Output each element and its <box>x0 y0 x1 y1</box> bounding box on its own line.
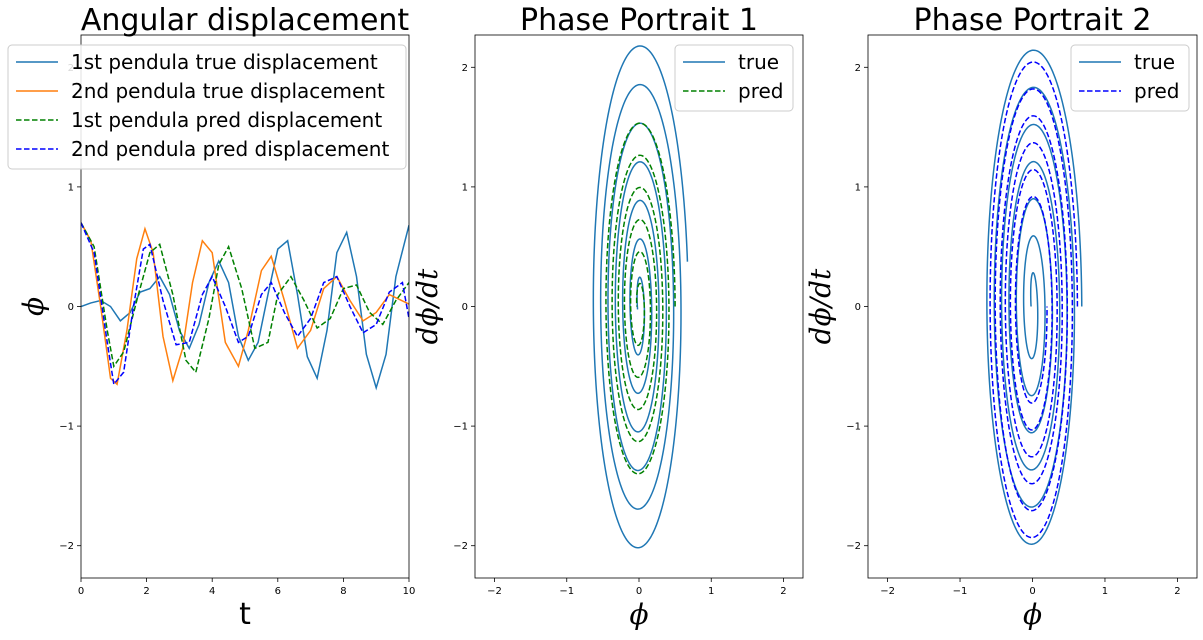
y-tick-label: 1 <box>68 182 74 193</box>
series-line-2 <box>989 61 1079 539</box>
y-tick-label: 2 <box>462 63 468 74</box>
x-tick-label: 2 <box>143 586 149 597</box>
x-tick-label: 6 <box>275 586 281 597</box>
legend-box <box>7 44 407 170</box>
y-tick-label: −2 <box>453 541 468 552</box>
series-line-4 <box>81 222 409 387</box>
x-tick-label: 8 <box>340 586 346 597</box>
series-line-2 <box>81 222 409 386</box>
y-tick-label: 0 <box>462 302 468 313</box>
x-tick-label: 2 <box>780 586 786 597</box>
legend-label: pred <box>1134 79 1179 103</box>
legend-label: 1st pendula pred displacement <box>71 108 382 132</box>
legend: true pred <box>1070 44 1190 112</box>
y-axis-label: dϕ/dt <box>804 268 837 344</box>
x-tick-label: 10 <box>403 586 416 597</box>
y-tick-label: 1 <box>462 182 468 193</box>
x-axis-label: ϕ <box>629 598 648 631</box>
legend-label: pred <box>738 79 783 103</box>
x-tick-label: 1 <box>708 586 714 597</box>
legend-label: 2nd pendula pred displacement <box>71 137 389 161</box>
x-axis-label: ϕ <box>1023 598 1042 631</box>
x-tick-label: 0 <box>636 586 642 597</box>
y-tick-label: −1 <box>453 422 468 433</box>
legend: true pred <box>674 44 794 112</box>
series-group <box>81 222 409 391</box>
series-line-1 <box>592 45 689 549</box>
legend: 1st pendula true displacement 2nd pendula… <box>7 44 407 170</box>
x-tick-label: 1 <box>1102 586 1108 597</box>
series-line-2 <box>605 122 676 475</box>
panel-3: −2 −1 0 1 2 −2 −1 0 1 2 Phase Portrait 2 ϕ dϕ/dt true… <box>804 3 1198 631</box>
x-tick-label: −2 <box>487 586 502 597</box>
x-tick-label: 2 <box>1174 586 1180 597</box>
series-group <box>986 49 1083 545</box>
y-axis-label: ϕ <box>17 297 50 316</box>
x-tick-label: −1 <box>559 586 574 597</box>
x-tick-label: −2 <box>880 586 895 597</box>
panel-2: −2 −1 0 1 2 −2 −1 0 1 2 Phase Portrait 1 ϕ dϕ/dt true… <box>411 3 804 631</box>
y-tick-label: 1 <box>855 182 861 193</box>
chart-title: Angular displacement <box>81 3 410 38</box>
y-tick-label: 2 <box>855 63 861 74</box>
y-tick-label: −2 <box>846 541 861 552</box>
x-axis-label: t <box>239 597 251 632</box>
y-axis-label: dϕ/dt <box>411 268 444 344</box>
legend-label: 1st pendula true displacement <box>71 50 378 74</box>
series-group <box>592 45 689 549</box>
chart-title: Phase Portrait 2 <box>913 3 1151 38</box>
x-tick-label: 4 <box>209 586 215 597</box>
y-tick-label: 0 <box>68 302 74 313</box>
y-tick-label: −1 <box>59 422 74 433</box>
y-tick-label: 0 <box>855 302 861 313</box>
legend-label: true <box>1134 50 1175 74</box>
series-line-1 <box>986 49 1083 545</box>
y-tick-label: −2 <box>59 541 74 552</box>
legend-label: true <box>738 50 779 74</box>
y-tick-label: −1 <box>846 422 861 433</box>
legend-label: 2nd pendula true displacement <box>71 79 385 103</box>
x-tick-label: −1 <box>953 586 968 597</box>
axes-frame <box>474 34 804 579</box>
x-tick-label: 0 <box>78 586 84 597</box>
chart-title: Phase Portrait 1 <box>520 3 758 38</box>
x-tick-label: 0 <box>1029 586 1035 597</box>
